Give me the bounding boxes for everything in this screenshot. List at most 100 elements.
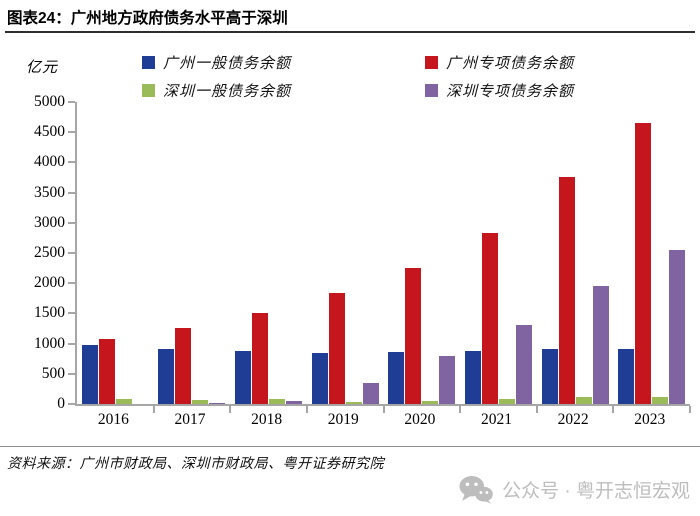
bar-深圳专项债务余额-2017 bbox=[209, 403, 226, 404]
bar-广州专项债务余额-2018 bbox=[252, 312, 269, 404]
legend-label: 广州专项债务余额 bbox=[446, 56, 575, 72]
y-tick-label: 2000 bbox=[34, 274, 65, 292]
title-divider bbox=[5, 31, 695, 33]
watermark-text: 公众号 · 粤开志恒宏观 bbox=[502, 481, 690, 502]
y-tick-mark bbox=[68, 252, 75, 254]
x-axis-label-2016: 2016 bbox=[97, 411, 129, 428]
source-note: 资料来源：广州市财政局、深圳市财政局、粤开证券研究院 bbox=[7, 457, 384, 472]
bar-深圳一般债务余额-2022 bbox=[575, 397, 592, 404]
chart-title: 图表24：广州地方政府债务水平高于深圳 bbox=[7, 10, 288, 27]
bar-广州专项债务余额-2017 bbox=[175, 327, 192, 404]
bar-group-2019 bbox=[307, 102, 385, 413]
x-axis-labels: 2016 2017 2018 2019 2020 2021 2022 2023 bbox=[75, 411, 688, 429]
bar-广州一般债务余额-2021 bbox=[464, 350, 481, 404]
x-axis-label-2017: 2017 bbox=[174, 411, 206, 428]
bar-深圳一般债务余额-2017 bbox=[192, 399, 209, 404]
x-axis-label-2023: 2023 bbox=[634, 411, 666, 428]
y-tick-label: 3500 bbox=[34, 183, 65, 201]
y-tick-mark bbox=[68, 372, 75, 375]
legend-item-gz-general: 广州一般债务余额 bbox=[142, 52, 291, 73]
legend-swatch-gz-special bbox=[425, 56, 438, 69]
bar-广州专项债务余额-2016 bbox=[98, 338, 115, 404]
x-tick-mark bbox=[229, 406, 232, 413]
bar-深圳专项债务余额-2018 bbox=[286, 401, 303, 404]
y-tick-mark bbox=[68, 161, 75, 164]
x-axis-label-2018: 2018 bbox=[251, 411, 283, 428]
bar-广州专项债务余额-2023 bbox=[635, 123, 652, 404]
legend-swatch-sz-general bbox=[142, 84, 155, 97]
legend-item-sz-special: 深圳专项债务余额 bbox=[425, 80, 574, 101]
bar-广州一般债务余额-2023 bbox=[618, 349, 635, 404]
y-tick-mark bbox=[68, 342, 75, 345]
x-tick-mark bbox=[612, 406, 615, 413]
y-tick-label: 500 bbox=[41, 364, 65, 382]
bar-深圳专项债务余额-2022 bbox=[592, 285, 609, 404]
bar-group-2022 bbox=[537, 102, 615, 413]
bar-group-2017 bbox=[154, 102, 232, 413]
x-tick-mark bbox=[382, 406, 385, 413]
legend-swatch-gz-general bbox=[142, 56, 155, 69]
y-tick-mark bbox=[68, 403, 75, 405]
legend-swatch-sz-special bbox=[425, 84, 438, 97]
y-tick-label: 3000 bbox=[34, 213, 65, 231]
x-tick-mark bbox=[535, 406, 538, 413]
x-axis-label-2019: 2019 bbox=[327, 411, 359, 428]
bar-深圳一般债务余额-2019 bbox=[345, 401, 362, 404]
bar-深圳专项债务余额-2023 bbox=[669, 249, 686, 404]
y-tick-label: 1000 bbox=[34, 334, 65, 352]
bar-深圳一般债务余额-2018 bbox=[269, 399, 286, 404]
watermark: 公众号 · 粤开志恒宏观 bbox=[459, 475, 690, 504]
x-axis-label-2022: 2022 bbox=[557, 411, 589, 428]
y-tick-mark bbox=[68, 312, 75, 315]
bar-group-2021 bbox=[460, 102, 538, 413]
y-tick-label: 4000 bbox=[34, 153, 65, 171]
bar-深圳一般债务余额-2021 bbox=[498, 398, 515, 404]
y-tick-label: 0 bbox=[57, 395, 65, 412]
bar-广州一般债务余额-2017 bbox=[158, 348, 175, 404]
bar-广州一般债务余额-2016 bbox=[81, 344, 98, 404]
bar-广州专项债务余额-2021 bbox=[481, 233, 498, 404]
bar-深圳一般债务余额-2016 bbox=[115, 398, 132, 404]
legend-item-gz-special: 广州专项债务余额 bbox=[425, 52, 574, 73]
x-axis-label-2020: 2020 bbox=[404, 411, 436, 428]
y-tick-mark bbox=[68, 101, 75, 103]
bar-深圳专项债务余额-2019 bbox=[362, 383, 379, 404]
bar-广州专项债务余额-2022 bbox=[558, 176, 575, 404]
y-tick-mark bbox=[68, 221, 75, 224]
bar-group-2016 bbox=[77, 102, 155, 413]
y-tick-mark bbox=[68, 131, 75, 134]
x-tick-mark bbox=[459, 406, 462, 413]
bar-广州一般债务余额-2018 bbox=[235, 350, 252, 404]
legend: 广州一般债务余额 广州专项债务余额 深圳一般债务余额 深圳专项债务余额 bbox=[0, 48, 700, 100]
wechat-icon bbox=[459, 475, 493, 504]
y-tick-label: 2500 bbox=[34, 244, 65, 261]
y-tick-mark bbox=[68, 282, 75, 285]
y-tick-label: 5000 bbox=[34, 93, 65, 110]
bar-广州专项债务余额-2020 bbox=[405, 268, 422, 404]
legend-label: 深圳一般债务余额 bbox=[163, 84, 292, 100]
legend-label: 广州一般债务余额 bbox=[163, 56, 292, 72]
bar-广州一般债务余额-2019 bbox=[311, 352, 328, 404]
y-tick-label: 4500 bbox=[34, 123, 65, 141]
plot-area: 0 500 1000 1500 2000 2500 3000 3500 4000 4500 5000 bbox=[34, 93, 691, 413]
bar-广州一般债务余额-2020 bbox=[388, 351, 405, 404]
bar-group-2023 bbox=[613, 102, 691, 413]
bar-groups bbox=[77, 102, 691, 413]
bar-深圳一般债务余额-2023 bbox=[652, 396, 669, 404]
bar-深圳专项债务余额-2021 bbox=[515, 325, 532, 404]
y-tick-mark bbox=[68, 191, 75, 194]
bar-广州一般债务余额-2022 bbox=[541, 349, 558, 404]
bar-group-2020 bbox=[384, 102, 462, 413]
bar-广州专项债务余额-2019 bbox=[328, 293, 345, 404]
x-axis-label-2021: 2021 bbox=[480, 411, 512, 428]
y-tick-label: 1500 bbox=[34, 304, 65, 322]
bar-group-2018 bbox=[230, 102, 308, 413]
x-tick-mark bbox=[152, 406, 155, 413]
legend-item-sz-general: 深圳一般债务余额 bbox=[142, 80, 291, 101]
bar-深圳专项债务余额-2020 bbox=[439, 356, 456, 404]
footer-divider bbox=[0, 446, 700, 447]
x-tick-mark bbox=[689, 406, 691, 413]
legend-label: 深圳专项债务余额 bbox=[446, 84, 575, 100]
y-axis-unit-label: 亿元 bbox=[26, 60, 59, 76]
